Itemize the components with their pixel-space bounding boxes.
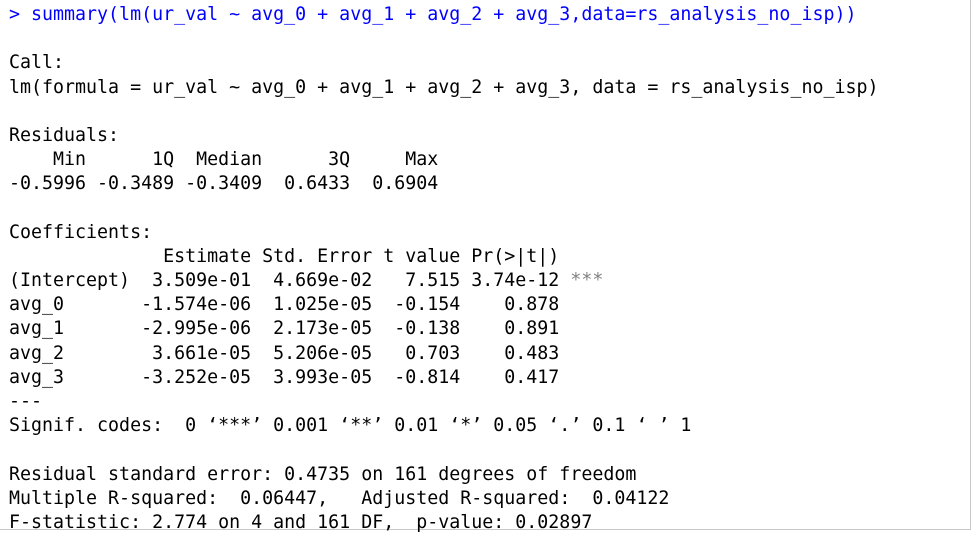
separator-line: --- — [9, 391, 43, 412]
coefficient-row-intercept-values: (Intercept) 3.509e-01 4.669e-02 7.515 3.… — [9, 270, 571, 292]
coefficient-row-avg-1: avg_1 -2.995e-06 2.173e-05 -0.138 0.891 — [9, 318, 604, 340]
coefficient-row-avg-3: avg_3 -3.252e-05 3.993e-05 -0.814 0.417 — [9, 366, 604, 388]
output-blank-line — [9, 27, 970, 51]
coefficients-heading: Coefficients: — [9, 221, 153, 243]
coefficients-header-row: Estimate Std. Error t value Pr(>|t|) — [9, 245, 604, 267]
coefficient-row-avg-0: avg_0 -1.574e-06 1.025e-05 -0.154 0.878 — [9, 294, 604, 316]
signif-codes-line: Signif. codes: 0 ‘***’ 0.001 ‘**’ 0.01 ‘… — [9, 415, 692, 437]
call-heading: Call: — [9, 52, 65, 74]
output-blank-line — [9, 197, 970, 221]
coefficient-row-intercept: (Intercept) 3.509e-01 4.669e-02 7.515 3.… — [9, 269, 970, 293]
output-blank-line — [9, 100, 970, 124]
coefficient-row-avg-2: avg_2 3.661e-05 5.206e-05 0.703 0.483 — [9, 342, 604, 364]
output-blank-line — [9, 438, 970, 462]
f-statistic-line: F-statistic: 2.774 on 4 and 161 DF, p-va… — [9, 511, 593, 533]
residuals-header-row: Min 1Q Median 3Q Max — [9, 149, 450, 171]
command-input-line[interactable]: > summary(lm(ur_val ~ avg_0 + avg_1 + av… — [9, 4, 857, 25]
residual-standard-error-line: Residual standard error: 0.4735 on 161 d… — [9, 463, 637, 485]
significance-stars: *** — [570, 270, 604, 292]
residuals-values-row: -0.5996 -0.3489 -0.3409 0.6433 0.6904 — [9, 173, 450, 195]
r-squared-line: Multiple R-squared: 0.06447, Adjusted R-… — [9, 487, 681, 509]
residuals-heading: Residuals: — [9, 124, 120, 146]
call-formula: lm(formula = ur_val ~ avg_0 + avg_1 + av… — [9, 76, 879, 98]
